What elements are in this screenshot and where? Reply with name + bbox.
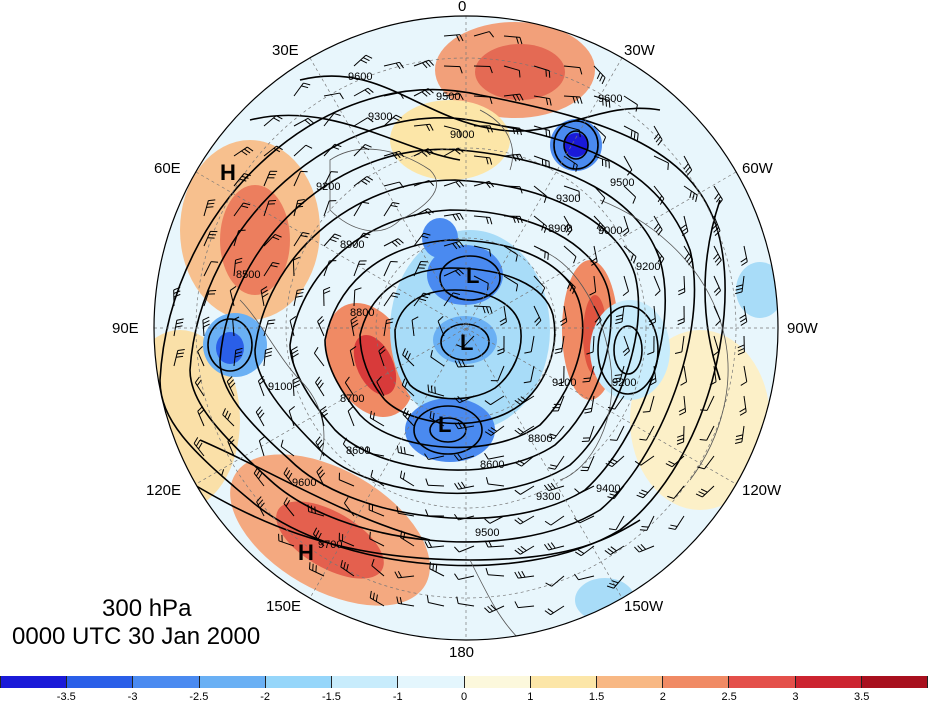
colorbar-tick-label: 1.5 [589,691,604,703]
longitude-label-90w: 90W [787,320,818,337]
colorbar-tick-label: 2.5 [721,691,736,703]
colorbar-swatch [597,676,663,688]
contour-label: 8500 [236,269,260,281]
contour-label: 9600 [598,93,622,105]
colorbar-tick-label: -3.5 [57,691,76,703]
longitude-label-120w: 120W [742,482,781,499]
colorbar [0,676,928,688]
contour-label: 9000 [598,225,622,237]
longitude-label-180: 180 [449,644,474,661]
contour-label: 9100 [268,381,292,393]
contour-label: 9200 [316,181,340,193]
contour-label: 9600 [348,71,372,83]
contour-label: 8600 [480,459,504,471]
low-pressure-center: L [438,412,451,437]
contour-label: 9700 [318,539,342,551]
longitude-label-0: 0 [458,0,466,15]
colorbar-tick-label: -1.5 [322,691,341,703]
contour-label: 9600 [292,477,316,489]
longitude-label-150e: 150E [266,598,301,615]
colorbar-swatch [531,676,597,688]
contour-label: 8600 [346,445,370,457]
contour-label: 9000 [450,129,474,141]
longitude-label-30w: 30W [624,42,655,59]
contour-label: 9500 [610,177,634,189]
high-pressure-center: H [298,540,314,565]
colorbar-swatch [332,676,398,688]
contour-label: 9200 [636,261,660,273]
contour-label: 9200 [612,377,636,389]
colorbar-swatch [729,676,795,688]
valid-time-title: 0000 UTC 30 Jan 2000 [12,622,260,652]
colorbar-tick-label: -2 [260,691,270,703]
pressure-level-title: 300 hPa [102,594,191,624]
low-pressure-center: L [460,330,473,355]
contour-label: 9400 [596,483,620,495]
colorbar-swatch [398,676,464,688]
colorbar-tick-label: -1 [393,691,403,703]
low-pressure-center: L [466,263,479,288]
contour-label: 8700 [340,393,364,405]
high-pressure-center: H [220,160,236,185]
longitude-label-150w: 150W [624,598,663,615]
colorbar-swatch [200,676,266,688]
contour-label: 9500 [475,527,499,539]
colorbar-tick-label: 0 [461,691,467,703]
colorbar-swatch [796,676,862,688]
colorbar-tick-label: 1 [527,691,533,703]
colorbar-swatch [663,676,729,688]
colorbar-swatch [266,676,332,688]
colorbar-tick-label: -3 [128,691,138,703]
longitude-label-90e: 90E [112,320,139,337]
colorbar-swatch [465,676,531,688]
contour-label: 9500 [436,91,460,103]
colorbar-swatch [0,676,67,688]
longitude-label-120e: 120E [146,482,181,499]
colorbar-swatch [67,676,133,688]
colorbar-tick-label: 3.5 [854,691,869,703]
contour-label: 9300 [536,491,560,503]
longitude-label-60w: 60W [742,160,773,177]
longitude-label-30e: 30E [272,42,299,59]
longitude-label-60e: 60E [154,160,181,177]
contour-label: 8800 [528,433,552,445]
contour-label: 9300 [556,193,580,205]
contour-label: 9300 [368,111,392,123]
contour-label: 8900 [340,239,364,251]
colorbar-tick-label: 2 [660,691,666,703]
colorbar-swatch [133,676,199,688]
colorbar-tick-label: 3 [792,691,798,703]
contour-label: 9100 [552,377,576,389]
colorbar-tick-label: -2.5 [189,691,208,703]
colorbar-swatch [862,676,928,688]
contour-label: 8900 [548,223,572,235]
contour-label: 8800 [350,307,374,319]
